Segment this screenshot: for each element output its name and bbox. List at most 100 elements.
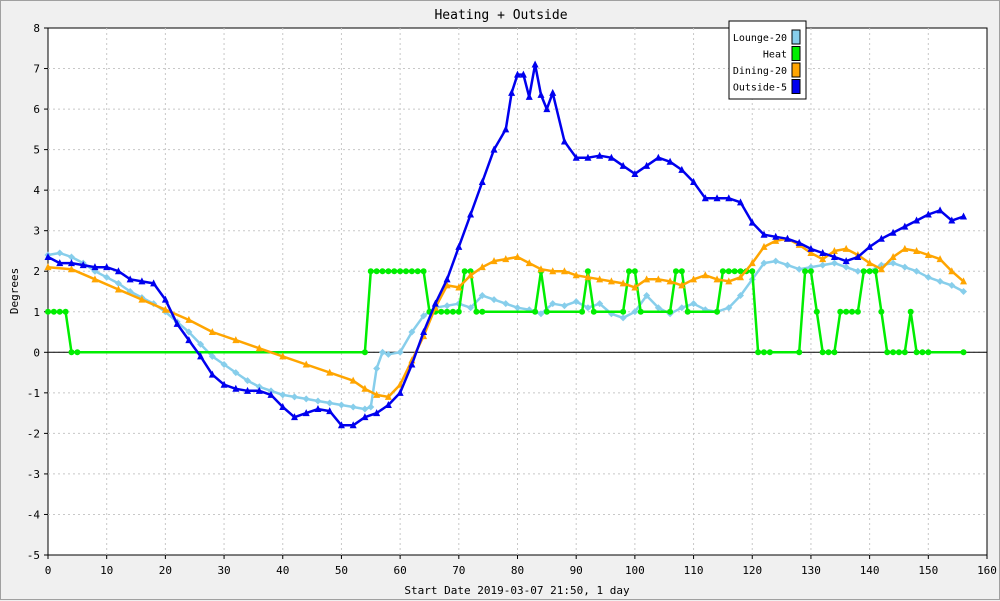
point-heat (438, 308, 445, 315)
point-dining-20 (772, 236, 780, 244)
point-heat (420, 268, 427, 275)
point-dining-20 (185, 315, 193, 323)
y-tick-label: 0 (33, 346, 40, 359)
point-outside-5 (56, 259, 64, 267)
point-lounge-20 (537, 310, 545, 318)
point-outside-5 (807, 244, 815, 252)
point-heat (532, 308, 539, 315)
legend-swatch-heat (791, 46, 801, 61)
y-tick-label: -1 (27, 387, 40, 400)
point-dining-20 (701, 271, 709, 279)
point-dining-20 (44, 263, 52, 271)
y-tick-label: 4 (33, 184, 40, 197)
point-outside-5 (654, 153, 662, 161)
point-lounge-20 (267, 387, 275, 395)
point-heat (45, 308, 51, 315)
legend-label-heat: Heat (763, 50, 787, 61)
point-outside-5 (114, 267, 122, 275)
point-outside-5 (67, 259, 75, 267)
point-outside-5 (279, 403, 287, 411)
point-outside-5 (842, 257, 850, 265)
x-tick-label: 60 (394, 564, 407, 577)
point-dining-20 (572, 271, 580, 279)
point-outside-5 (854, 253, 862, 261)
point-dining-20 (584, 273, 592, 281)
point-outside-5 (795, 238, 803, 246)
point-outside-5 (960, 212, 968, 220)
point-heat (901, 349, 908, 356)
point-dining-20 (737, 273, 745, 281)
point-outside-5 (584, 153, 592, 161)
y-tick-label: 5 (33, 144, 40, 157)
point-lounge-20 (103, 273, 111, 281)
point-heat (737, 268, 744, 275)
y-tick-label: 1 (33, 306, 40, 319)
point-outside-5 (502, 125, 510, 133)
point-outside-5 (290, 413, 298, 421)
point-dining-20 (326, 368, 334, 376)
point-lounge-20 (819, 261, 827, 269)
legend-swatch-lounge-20 (791, 29, 801, 45)
point-heat (749, 268, 756, 275)
point-outside-5 (525, 92, 533, 100)
point-outside-5 (531, 60, 539, 68)
point-dining-20 (901, 244, 909, 252)
point-lounge-20 (584, 304, 592, 312)
point-heat (766, 349, 773, 356)
point-heat (714, 308, 721, 315)
point-lounge-20 (232, 369, 240, 377)
point-outside-5 (936, 206, 944, 214)
point-outside-5 (44, 253, 52, 261)
point-lounge-20 (67, 253, 75, 261)
point-outside-5 (678, 165, 686, 173)
point-lounge-20 (126, 288, 134, 295)
point-outside-5 (408, 360, 416, 368)
point-lounge-20 (396, 348, 404, 356)
point-dining-20 (255, 344, 263, 352)
point-outside-5 (772, 232, 780, 240)
point-lounge-20 (619, 314, 627, 322)
point-outside-5 (443, 275, 451, 283)
point-heat (667, 308, 674, 315)
point-lounge-20 (326, 399, 334, 407)
point-dining-20 (502, 255, 510, 263)
point-outside-5 (713, 194, 721, 202)
point-heat (361, 349, 368, 356)
point-lounge-20 (56, 249, 64, 257)
point-outside-5 (79, 261, 87, 269)
point-heat (467, 268, 474, 275)
point-heat (672, 268, 679, 275)
point-heat (866, 268, 873, 275)
x-tick-label: 70 (452, 564, 465, 577)
point-heat (878, 308, 885, 315)
y-axis-label: Degrees (8, 268, 21, 314)
point-outside-5 (314, 405, 322, 413)
point-dining-20 (666, 277, 674, 285)
point-outside-5 (549, 88, 557, 96)
point-outside-5 (337, 421, 345, 429)
y-tick-label: -2 (27, 427, 40, 440)
point-lounge-20 (502, 300, 510, 308)
point-outside-5 (866, 242, 874, 250)
point-dining-20 (443, 281, 451, 289)
point-heat (925, 349, 932, 356)
series-lounge-20 (44, 249, 968, 413)
x-tick-label: 90 (570, 564, 583, 577)
point-outside-5 (150, 279, 158, 287)
point-dining-20 (760, 242, 768, 250)
point-lounge-20 (924, 273, 932, 281)
legend-label-dining-20: Dining-20 (733, 66, 787, 77)
point-outside-5 (161, 295, 169, 303)
point-lounge-20 (314, 397, 322, 405)
point-heat (825, 349, 832, 356)
point-heat (731, 268, 738, 275)
point-outside-5 (455, 242, 463, 250)
legend-swatch-dining-20 (791, 62, 801, 78)
point-heat (626, 268, 633, 275)
point-outside-5 (877, 234, 885, 242)
point-heat (919, 349, 926, 356)
point-outside-5 (490, 145, 498, 153)
point-lounge-20 (244, 377, 252, 385)
point-outside-5 (690, 178, 698, 186)
